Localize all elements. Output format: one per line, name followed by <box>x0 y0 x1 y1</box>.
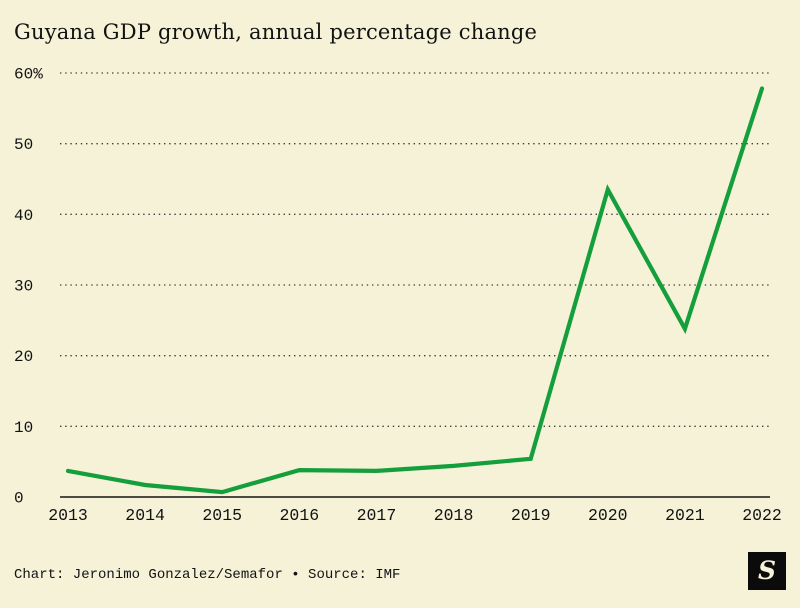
x-tick-label: 2014 <box>125 506 165 525</box>
x-tick-label: 2021 <box>665 506 705 525</box>
x-tick-label: 2015 <box>202 506 242 525</box>
gdp-growth-line <box>65 86 765 495</box>
x-tick-label: 2017 <box>357 506 397 525</box>
semafor-logo: S <box>748 552 786 590</box>
chart-title: Guyana GDP growth, annual percentage cha… <box>14 20 538 44</box>
y-tick-label: 20 <box>14 348 33 366</box>
y-tick-label: 0 <box>14 490 24 508</box>
y-tick-label: 60% <box>14 66 43 84</box>
x-tick-label: 2018 <box>434 506 474 525</box>
semafor-logo-letter: S <box>757 555 777 585</box>
x-tick-label: 2020 <box>588 506 628 525</box>
line-chart: 0 10 20 30 40 50 60% 2013 2014 2015 2016 2017 2018 20… <box>14 66 782 526</box>
x-tick-label: 2019 <box>511 506 551 525</box>
x-tick-label: 2022 <box>742 506 782 525</box>
chart-credit: Chart: Jeronimo Gonzalez/Semafor • Sourc… <box>14 567 401 583</box>
y-tick-label: 40 <box>14 207 33 225</box>
y-tick-label: 10 <box>14 419 33 437</box>
x-tick-label: 2016 <box>280 506 320 525</box>
y-tick-label: 50 <box>14 136 33 154</box>
footer: Chart: Jeronimo Gonzalez/Semafor • Sourc… <box>0 550 800 590</box>
y-tick-label: 30 <box>14 278 33 296</box>
x-tick-label: 2013 <box>48 506 88 525</box>
